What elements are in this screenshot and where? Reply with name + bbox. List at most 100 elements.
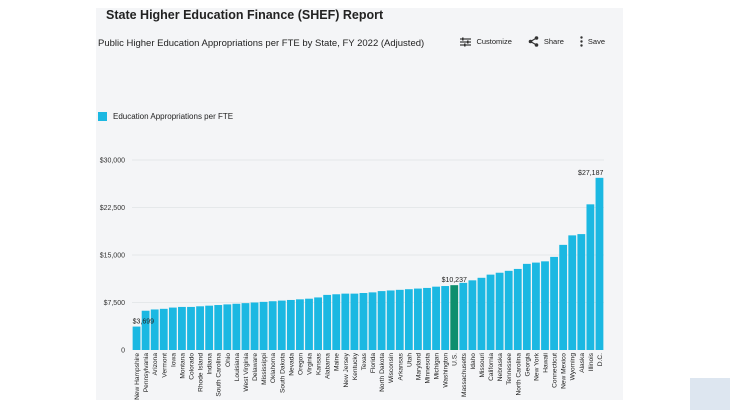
bar (459, 282, 468, 350)
x-tick-label: Nevada (288, 353, 295, 376)
bar (296, 299, 304, 350)
bar (568, 235, 577, 350)
bar (504, 270, 513, 350)
x-tick-label: Montana (179, 353, 186, 379)
x-tick-label: Kentucky (352, 352, 359, 380)
x-tick-label: Mississippi (261, 352, 268, 384)
bar (132, 326, 141, 350)
bar (541, 261, 549, 350)
x-tick-label: Rhode Island (198, 353, 205, 392)
x-tick-label: Tennessee (506, 353, 513, 385)
x-tick-label: Washington (443, 353, 450, 388)
x-tick-label: New Jersey (343, 352, 350, 387)
x-tick-label: West Virginia (243, 353, 250, 392)
bar (423, 287, 431, 350)
legend: Education Appropriations per FTE (98, 112, 233, 121)
bar (577, 234, 586, 350)
share-button[interactable]: Share (528, 36, 564, 47)
chart-panel: 0 $7,500 $15,000 $22,500 $30,000 New Hampshir… (96, 32, 623, 400)
x-tick-label: North Dakota (379, 353, 386, 392)
x-tick-label: New Mexico (561, 353, 568, 389)
share-icon (528, 36, 539, 47)
bar (168, 307, 177, 350)
bar (323, 294, 332, 350)
x-tick-label: Arkansas (397, 352, 404, 380)
x-tick-label: Michigan (434, 353, 441, 380)
bar (450, 285, 459, 350)
x-tick-label: Kansas (316, 352, 323, 375)
x-tick-label: Texas (361, 352, 368, 370)
x-tick-label: Indiana (207, 353, 214, 375)
bar (341, 293, 350, 350)
bar (359, 293, 368, 350)
bar (178, 306, 186, 350)
bar-chart: 0 $7,500 $15,000 $22,500 $30,000 New Hampshir… (100, 158, 604, 400)
share-label: Share (543, 37, 564, 46)
bar (586, 204, 595, 350)
bar (559, 244, 568, 350)
x-tick-label: Iowa (170, 353, 177, 367)
corner-tile (690, 378, 730, 410)
x-tick-label: Wisconsin (388, 353, 395, 383)
bar (350, 293, 359, 350)
x-tick-label: Oregon (297, 353, 304, 375)
bar (241, 303, 250, 350)
bar (477, 277, 486, 350)
chart-title: Public Higher Education Appropriations p… (98, 38, 425, 49)
x-tick-label: South Dakota (279, 353, 286, 393)
x-tick-label: Utah (406, 353, 413, 367)
bar (250, 302, 259, 350)
x-tick-label: Idaho (470, 353, 477, 370)
x-tick-label: Ohio (225, 353, 232, 367)
x-tick-label: Maine (334, 353, 341, 371)
chart-toolbar: Customize Share Save (460, 36, 605, 47)
x-tick-label: Alaska (579, 353, 586, 373)
save-button[interactable]: Save (580, 36, 605, 47)
bar (368, 292, 377, 350)
bar (550, 256, 558, 350)
x-tick-label: Arizona (152, 353, 159, 376)
x-tick-label: Louisiana (234, 353, 241, 382)
x-tick-label: Pennsylvania (143, 353, 150, 393)
x-tick-label: Georgia (524, 353, 531, 377)
bar (277, 300, 286, 350)
bar (395, 289, 404, 350)
legend-swatch (98, 112, 107, 121)
x-tick-label: Illinois (588, 352, 595, 371)
bar (332, 294, 341, 350)
customize-button[interactable]: Customize (460, 37, 512, 47)
y-tick-label: $15,000 (100, 253, 125, 260)
bar (404, 289, 413, 350)
data-label: $10,237 (442, 277, 467, 284)
x-tick-label: South Carolina (216, 353, 223, 397)
report-title: State Higher Education Finance (SHEF) Re… (96, 8, 623, 32)
y-tick-label: $30,000 (100, 158, 125, 165)
sliders-icon (460, 37, 472, 46)
bar (441, 286, 450, 350)
customize-label: Customize (476, 37, 512, 46)
report-title-text: State Higher Education Finance (SHEF) Re… (106, 8, 384, 22)
bar (495, 272, 504, 350)
bar (314, 297, 322, 350)
x-tick-label: Florida (370, 353, 377, 373)
x-tick-label: Wyoming (570, 353, 577, 381)
bar (386, 290, 395, 350)
x-tick-label: Minnesota (425, 353, 432, 384)
bar (259, 301, 268, 350)
bar (196, 306, 204, 350)
bar (214, 305, 223, 350)
x-tick-label: New Hampshire (134, 353, 141, 400)
x-tick-label: D.C. (597, 353, 604, 366)
x-tick-label: Nebraska (497, 353, 504, 382)
bar (513, 268, 522, 350)
bar (141, 310, 150, 350)
x-tick-label: Connecticut (552, 353, 559, 388)
bar (268, 301, 277, 350)
x-tick-label: Alabama (325, 353, 332, 379)
x-tick-label: Colorado (189, 353, 196, 380)
bar (232, 303, 241, 350)
x-tick-label: Missouri (479, 352, 486, 377)
data-label: $27,187 (578, 170, 603, 177)
data-label: $3,699 (133, 319, 155, 326)
y-tick-label: 0 (121, 348, 125, 355)
